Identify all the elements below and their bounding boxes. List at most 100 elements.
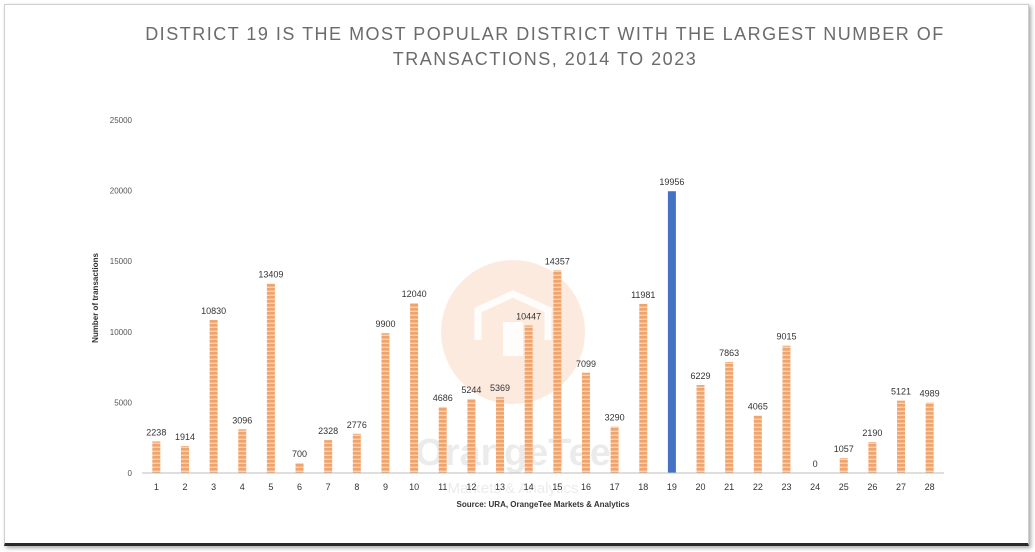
data-label-district-7: 2328 — [318, 426, 338, 436]
bar-district-28 — [925, 402, 934, 473]
data-label-district-16: 7099 — [576, 359, 596, 369]
y-tick-label: 10000 — [110, 328, 133, 337]
x-tick-label: 24 — [810, 482, 820, 492]
x-tick-label: 8 — [354, 482, 359, 492]
bar-district-10 — [410, 302, 419, 473]
data-label-district-27: 5121 — [891, 387, 911, 397]
x-tick-label: 17 — [610, 482, 620, 492]
bar-district-12 — [467, 398, 476, 473]
data-label-district-28: 4989 — [920, 389, 940, 399]
x-tick-label: 18 — [638, 482, 648, 492]
data-label-district-4: 3096 — [232, 415, 252, 425]
bar-district-22 — [753, 415, 762, 473]
x-tick-label: 15 — [552, 482, 562, 492]
y-tick-label: 25000 — [110, 116, 133, 125]
bar-district-18 — [639, 303, 648, 473]
bar-district-21 — [725, 361, 734, 473]
data-label-district-17: 3290 — [605, 413, 625, 423]
y-axis: 0 5000 10000 15000 20000 25000 — [110, 116, 133, 478]
x-tick-label: 13 — [495, 482, 505, 492]
x-tick-label: 14 — [524, 482, 534, 492]
bar-district-2 — [180, 445, 189, 473]
x-tick-label: 2 — [182, 482, 187, 492]
data-label-district-2: 1914 — [175, 432, 195, 442]
x-tick-label: 7 — [326, 482, 331, 492]
watermark-logo-shape — [474, 290, 552, 340]
bar-district-14 — [524, 325, 533, 473]
chart-title: DISTRICT 19 IS THE MOST POPULAR DISTRICT… — [100, 22, 990, 72]
bar-district-11 — [438, 406, 447, 473]
x-axis: 1 2 3 4 5 6 7 8 9 10 11 12 13 14 15 16 17 18 19 20 21 22 23 24 2… — [142, 472, 944, 492]
x-tick-label: 10 — [409, 482, 419, 492]
data-label-district-11: 4686 — [433, 393, 453, 403]
y-tick-label: 5000 — [114, 398, 132, 407]
x-tick-label: 28 — [925, 482, 935, 492]
title-line-2: TRANSACTIONS, 2014 TO 2023 — [392, 49, 698, 69]
bar-district-20 — [696, 385, 705, 473]
data-label-district-3: 10830 — [201, 306, 226, 316]
bar-district-23 — [782, 345, 791, 473]
data-label-district-26: 2190 — [862, 428, 882, 438]
bar-district-17 — [610, 426, 619, 473]
x-tick-label: 3 — [211, 482, 216, 492]
bar-district-3 — [209, 320, 218, 473]
bar-district-16 — [581, 372, 590, 473]
data-label-district-23: 9015 — [776, 332, 796, 342]
title-line-1: DISTRICT 19 IS THE MOST POPULAR DISTRICT… — [145, 24, 945, 44]
bar-district-26 — [868, 442, 877, 473]
data-label-district-22: 4065 — [748, 402, 768, 412]
bar-district-8 — [352, 433, 361, 473]
bar-district-5 — [266, 283, 275, 473]
y-tick-label: 20000 — [110, 187, 133, 196]
bar-district-6 — [295, 463, 304, 473]
data-label-district-14: 10447 — [516, 311, 541, 321]
data-label-district-13: 5369 — [490, 383, 510, 393]
data-label-district-18: 11981 — [631, 290, 655, 300]
x-tick-label: 27 — [896, 482, 906, 492]
data-label-district-21: 7863 — [719, 348, 739, 358]
x-tick-label: 19 — [667, 482, 677, 492]
x-tick-label: 4 — [240, 482, 245, 492]
x-tick-label: 25 — [839, 482, 849, 492]
x-tick-label: 22 — [753, 482, 763, 492]
y-tick-label: 0 — [128, 469, 133, 478]
x-tick-label: 26 — [867, 482, 877, 492]
data-label-district-6: 700 — [292, 449, 307, 459]
x-tick-label: 21 — [724, 482, 734, 492]
x-tick-label: 9 — [383, 482, 388, 492]
bar-district-19 — [667, 191, 676, 473]
y-tick-label: 15000 — [110, 257, 133, 266]
bar-district-9 — [381, 333, 390, 473]
x-tick-label: 16 — [581, 482, 591, 492]
bar-district-27 — [897, 400, 906, 473]
watermark-subtitle: Markets & Analytics — [448, 480, 579, 497]
y-axis-label: Number of transactions — [91, 253, 100, 343]
data-label-district-8: 2776 — [347, 420, 367, 430]
bar-district-7 — [324, 440, 333, 473]
data-label-district-10: 12040 — [402, 289, 427, 299]
data-label-district-12: 5244 — [461, 385, 481, 395]
orangetee-watermark: OrangeTee Markets & Analytics — [415, 260, 611, 497]
x-tick-label: 23 — [781, 482, 791, 492]
x-tick-label: 12 — [466, 482, 476, 492]
bar-district-15 — [553, 270, 562, 473]
x-tick-label: 11 — [438, 482, 447, 492]
data-label-district-25: 1057 — [834, 444, 854, 454]
data-label-district-24: 0 — [813, 459, 818, 469]
bar-district-4 — [238, 429, 247, 473]
data-label-district-19: 19956 — [659, 177, 684, 187]
bars: 2238 1914 10830 3096 13409 700 2328 2776 9900 120… — [146, 177, 940, 473]
watermark-brand: OrangeTee — [415, 432, 611, 474]
watermark-logo-bar — [503, 322, 523, 356]
source-note: Source: URA, OrangeTee Markets & Analyti… — [457, 500, 630, 509]
x-tick-label: 1 — [154, 482, 159, 492]
data-label-district-5: 13409 — [258, 270, 283, 280]
data-label-district-15: 14357 — [545, 256, 570, 266]
data-label-district-1: 2238 — [146, 427, 166, 437]
x-tick-label: 5 — [268, 482, 273, 492]
bar-district-1 — [152, 441, 161, 473]
x-tick-label: 6 — [297, 482, 302, 492]
data-label-district-9: 9900 — [375, 319, 395, 329]
x-tick-label: 20 — [696, 482, 706, 492]
